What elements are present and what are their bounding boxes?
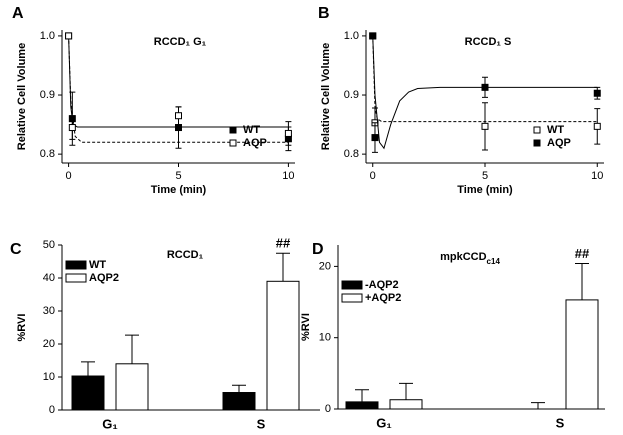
legend-label: +AQP2 [365, 292, 401, 304]
marker [175, 124, 182, 132]
y-tick-label: 0.9 [40, 89, 55, 101]
fit-line [372, 35, 598, 150]
x-tick-label: 10 [591, 170, 603, 182]
marker [371, 134, 379, 142]
x-tick-label: G₁ [376, 415, 392, 430]
chart-title: mpkCCDc14 [440, 251, 500, 266]
error-bar [355, 389, 369, 402]
x-tick-label: 5 [482, 170, 488, 182]
title-text: mpkCCD [440, 251, 487, 263]
y-tick-label: 1.0 [40, 30, 55, 42]
legend-label: AQP2 [89, 272, 119, 284]
legend-swatch [341, 293, 363, 303]
bar [266, 280, 300, 411]
panel-label: B [318, 5, 330, 22]
bar [345, 401, 379, 410]
x-tick-label: 10 [282, 170, 294, 182]
y-axis-label: Relative Cell Volume [320, 43, 332, 150]
chart-title: RCCD₁ S [465, 36, 512, 48]
y-tick-label: 0 [49, 404, 55, 416]
marker [65, 32, 73, 40]
y-tick-label: 20 [319, 260, 331, 272]
y-tick-label: 0.8 [344, 148, 359, 160]
annotation: ## [575, 246, 590, 261]
legend-marker [533, 139, 541, 147]
bar [565, 299, 599, 410]
marker [175, 112, 182, 120]
y-tick-label: 40 [43, 272, 55, 284]
annotation: ## [276, 236, 291, 251]
legend-label: -AQP2 [365, 279, 399, 291]
x-axis-label: Time (min) [457, 184, 513, 196]
bar [389, 399, 423, 410]
y-tick-label: 50 [43, 239, 55, 251]
title-subscript: c14 [487, 257, 501, 266]
panel-label: C [10, 241, 22, 258]
legend-marker [229, 126, 237, 134]
y-tick-label: 10 [319, 332, 331, 344]
x-axis-label: Time (min) [151, 184, 207, 196]
y-tick-label: 30 [43, 305, 55, 317]
bar [222, 392, 256, 411]
y-tick-label: 0.9 [344, 89, 359, 101]
marker [481, 122, 489, 130]
chart-title: RCCD₁ G₁ [154, 36, 207, 48]
title-text: RCCD₁ [167, 249, 204, 261]
bar [71, 375, 105, 411]
legend-swatch [341, 280, 363, 290]
bar [115, 363, 149, 411]
y-tick-label: 1.0 [344, 30, 359, 42]
error-bar [531, 402, 545, 409]
legend-swatch [65, 260, 87, 270]
y-tick-label: 10 [43, 371, 55, 383]
marker [481, 83, 489, 91]
x-tick-label: S [556, 415, 565, 430]
legend-marker [533, 126, 541, 134]
marker [369, 32, 377, 40]
legend-label: WT [89, 259, 106, 271]
legend-label: WT [547, 124, 564, 136]
error-bar [125, 334, 139, 364]
legend-marker [229, 139, 237, 147]
error-bar [276, 252, 290, 282]
y-tick-label: 0 [325, 403, 331, 415]
title-text: RCCD₁ G₁ [154, 36, 207, 48]
marker [284, 129, 292, 137]
x-tick-label: S [257, 416, 266, 431]
panel-label: A [12, 5, 24, 22]
title-text: RCCD₁ S [465, 36, 512, 48]
error-bar [399, 382, 413, 400]
x-tick-label: 5 [175, 170, 181, 182]
marker [593, 89, 601, 97]
y-axis-label: Relative Cell Volume [16, 43, 28, 150]
y-tick-label: 0.8 [40, 148, 55, 160]
x-tick-label: 0 [370, 170, 376, 182]
y-axis-label: %RVI [16, 314, 28, 342]
legend-label: AQP [243, 137, 267, 149]
marker [593, 122, 601, 130]
panel-label: D [312, 241, 324, 258]
x-tick-label: 0 [66, 170, 72, 182]
legend-label: WT [243, 124, 260, 136]
legend-label: AQP [547, 137, 571, 149]
x-tick-label: G₁ [102, 416, 118, 431]
legend-swatch [65, 273, 87, 283]
fit-line [68, 35, 289, 143]
error-bar [575, 263, 589, 300]
error-bar [81, 361, 95, 377]
error-bar [232, 384, 246, 393]
y-tick-label: 20 [43, 338, 55, 350]
y-axis-label: %RVI [300, 313, 312, 341]
chart-title: RCCD₁ [167, 249, 204, 261]
marker [68, 124, 76, 132]
